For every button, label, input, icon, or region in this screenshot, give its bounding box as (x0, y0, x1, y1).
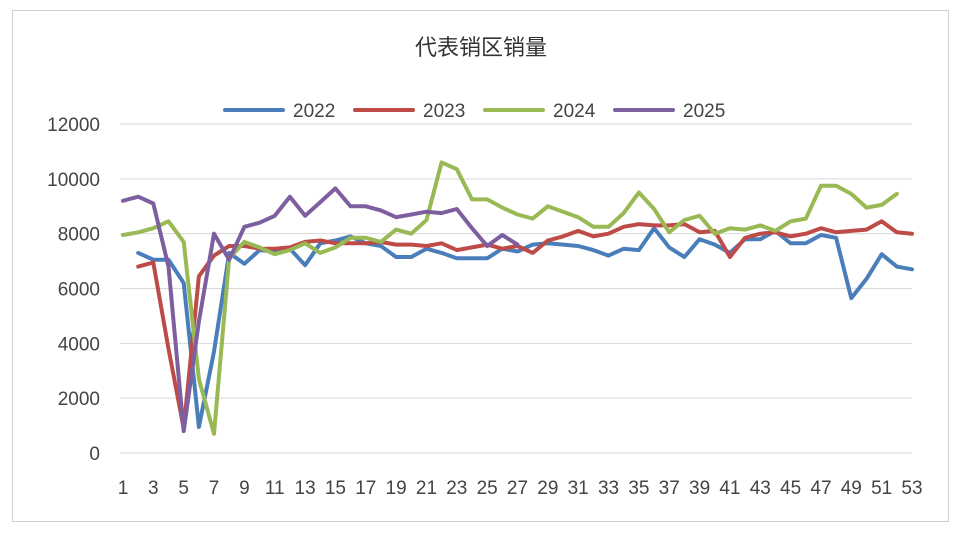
legend-label: 2023 (423, 101, 465, 122)
x-tick-label: 5 (178, 478, 189, 499)
x-tick-label: 3 (148, 478, 159, 499)
legend-label: 2024 (553, 101, 596, 122)
legend-item-2024: 2024 (483, 101, 596, 122)
y-tick-label: 8000 (58, 225, 100, 246)
x-tick-label: 47 (810, 478, 831, 499)
x-tick-label: 9 (239, 478, 250, 499)
x-tick-label: 27 (507, 478, 528, 499)
gridlines (120, 123, 912, 454)
y-tick-label: 6000 (58, 280, 100, 301)
x-tick-label: 15 (325, 478, 346, 499)
x-tick-label: 45 (780, 478, 801, 499)
x-tick-label: 41 (719, 478, 740, 499)
y-tick-label: 2000 (58, 389, 100, 410)
series-line-2024 (121, 160, 899, 436)
y-tick-label: 4000 (58, 334, 100, 355)
series-line-2025 (121, 186, 520, 434)
x-tick-label: 21 (416, 478, 437, 499)
x-tick-label: 7 (209, 478, 220, 499)
legend-item-2023: 2023 (353, 101, 465, 122)
x-tick-label: 31 (568, 478, 589, 499)
x-tick-label: 17 (355, 478, 376, 499)
x-tick-label: 49 (841, 478, 862, 499)
y-tick-label: 10000 (47, 170, 100, 191)
legend: 2022 2023 2024 2025 (223, 101, 725, 122)
x-tick-label: 39 (689, 478, 710, 499)
x-axis-tick-labels: 1 3 5 7 9 11 13 15 17 19 21 23 25 27 29 31 33 35 37 39 41 43 4… (118, 478, 923, 499)
x-tick-label: 35 (628, 478, 649, 499)
x-tick-label: 29 (537, 478, 558, 499)
y-axis-tick-labels: 0 2000 4000 6000 8000 10000 12000 (47, 115, 100, 465)
x-tick-label: 23 (446, 478, 467, 499)
legend-item-2022: 2022 (223, 101, 335, 122)
series-lines (121, 160, 914, 436)
y-tick-label: 12000 (47, 115, 100, 136)
x-tick-label: 53 (901, 478, 922, 499)
x-tick-label: 37 (659, 478, 680, 499)
series-line-2022 (136, 226, 914, 429)
legend-label: 2022 (293, 101, 335, 122)
y-tick-label: 0 (89, 444, 100, 465)
x-tick-label: 25 (477, 478, 498, 499)
chart-title: 代表销区销量 (415, 36, 547, 61)
legend-label: 2025 (683, 101, 725, 122)
x-tick-label: 33 (598, 478, 619, 499)
x-tick-label: 43 (750, 478, 771, 499)
x-tick-label: 1 (118, 478, 129, 499)
x-tick-label: 19 (386, 478, 407, 499)
x-tick-label: 11 (265, 478, 285, 499)
legend-item-2025: 2025 (613, 101, 725, 122)
x-tick-label: 51 (871, 478, 892, 499)
x-tick-label: 13 (295, 478, 316, 499)
